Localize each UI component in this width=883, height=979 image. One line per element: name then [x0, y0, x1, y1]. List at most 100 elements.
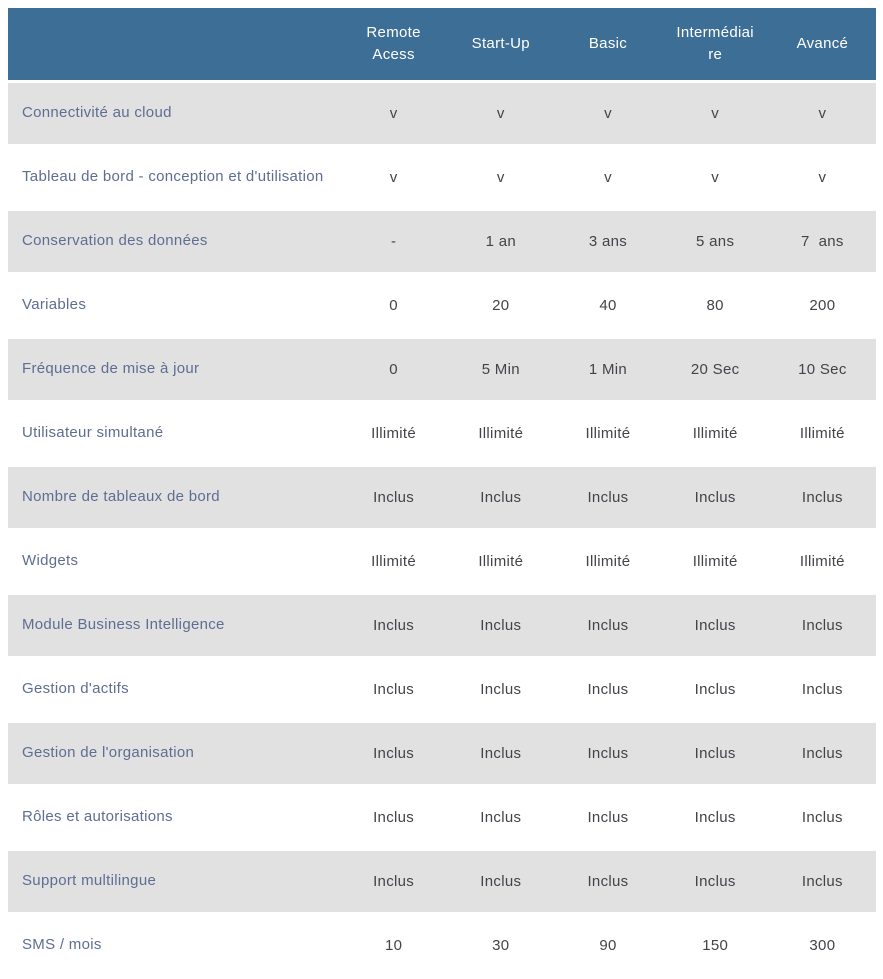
plan-column-header: Basic — [554, 8, 662, 80]
plan-value-cell: Illimité — [768, 403, 876, 464]
plan-value-cell: Inclus — [447, 787, 555, 848]
plan-value-cell: Illimité — [340, 531, 448, 592]
plan-value-cell: 5 Min — [447, 339, 555, 400]
table-row: Tableau de bord - conception et d'utilis… — [8, 147, 876, 208]
table-row: Conservation des données -1 an 3 ans 5 ans 7… — [8, 211, 876, 272]
plan-value-cell: Inclus — [768, 787, 876, 848]
feature-label: SMS / mois — [8, 915, 340, 976]
plan-value-cell: 0 — [340, 275, 448, 336]
plan-value-cell: Inclus — [554, 467, 662, 528]
plan-value-cell: v — [768, 147, 876, 208]
plan-value-cell: Illimité — [340, 403, 448, 464]
plan-value-cell: Inclus — [661, 723, 769, 784]
plan-value-cell: Inclus — [554, 851, 662, 912]
feature-label: Rôles et autorisations — [8, 787, 340, 848]
plan-value-cell: Inclus — [768, 595, 876, 656]
plan-value-cell: Inclus — [340, 787, 448, 848]
plan-value-cell: Inclus — [661, 467, 769, 528]
plan-value-cell: Inclus — [554, 595, 662, 656]
table-row: Variables 0 20 40 80 200 — [8, 275, 876, 336]
table-row: Gestion d'actifs Inclus Inclus Inclus Inclus… — [8, 659, 876, 720]
feature-label: Module Business Intelligence — [8, 595, 340, 656]
plan-value-cell: Inclus — [447, 723, 555, 784]
plan-value-cell: 1 an — [447, 211, 555, 272]
plan-column-header: Intermédiaire — [661, 8, 769, 80]
plan-value-cell: Inclus — [340, 851, 448, 912]
plan-value-cell: 20 Sec — [661, 339, 769, 400]
plan-value-cell: 20 — [447, 275, 555, 336]
plan-value-cell: Inclus — [554, 723, 662, 784]
feature-label: Tableau de bord - conception et d'utilis… — [8, 147, 340, 208]
plan-value-cell: Inclus — [661, 595, 769, 656]
feature-label: Conservation des données — [8, 211, 340, 272]
plan-value-cell: Illimité — [554, 531, 662, 592]
feature-label: Widgets — [8, 531, 340, 592]
plan-value-cell: Inclus — [554, 787, 662, 848]
plan-value-cell: Inclus — [447, 851, 555, 912]
plan-value-cell: 150 — [661, 915, 769, 976]
plan-value-cell: 0 — [340, 339, 448, 400]
feature-label: Support multilingue — [8, 851, 340, 912]
plan-value-cell: v — [768, 83, 876, 144]
table-row: Support multilingue Inclus Inclus Inclus Inc… — [8, 851, 876, 912]
plan-value-cell: Illimité — [554, 403, 662, 464]
feature-label: Fréquence de mise à jour — [8, 339, 340, 400]
table-row: Module Business Intelligence Inclus Inclus… — [8, 595, 876, 656]
table-row: Fréquence de mise à jour 0 5 Min 1 Min 20 Se… — [8, 339, 876, 400]
plan-header-row: Remote Acess Start-Up Basic Intermédiaire Av… — [8, 8, 876, 80]
feature-label: Variables — [8, 275, 340, 336]
plan-value-cell: v — [661, 147, 769, 208]
feature-label: Nombre de tableaux de bord — [8, 467, 340, 528]
table-row: Nombre de tableaux de bord Inclus Inclus In… — [8, 467, 876, 528]
pricing-table-body: Connectivité au cloud v v v v v Tableau de bor… — [8, 83, 876, 976]
plan-column-header: Start-Up — [447, 8, 555, 80]
plan-value-cell: Illimité — [768, 531, 876, 592]
plan-value-cell: v — [554, 147, 662, 208]
plan-value-cell: Inclus — [340, 595, 448, 656]
plan-value-cell: Inclus — [447, 659, 555, 720]
plan-value-cell: Inclus — [554, 659, 662, 720]
pricing-table: Remote Acess Start-Up Basic Intermédiaire Av… — [8, 5, 876, 979]
table-row: Rôles et autorisations Inclus Inclus Inclus… — [8, 787, 876, 848]
plan-column-header: Remote Acess — [340, 8, 448, 80]
plan-value-cell: 30 — [447, 915, 555, 976]
plan-value-cell: Inclus — [447, 595, 555, 656]
plan-value-cell: 300 — [768, 915, 876, 976]
plan-value-cell: v — [340, 147, 448, 208]
plan-value-cell: Illimité — [447, 403, 555, 464]
plan-value-cell: Inclus — [340, 659, 448, 720]
feature-label: Gestion d'actifs — [8, 659, 340, 720]
plan-value-cell: v — [447, 147, 555, 208]
plan-value-cell: v — [340, 83, 448, 144]
plan-value-cell: 3 ans — [554, 211, 662, 272]
plan-value-cell: Inclus — [661, 787, 769, 848]
plan-value-cell: Inclus — [661, 851, 769, 912]
plan-value-cell: Inclus — [447, 467, 555, 528]
plan-value-cell: Inclus — [768, 467, 876, 528]
table-row: Gestion de l'organisation Inclus Inclus Inc… — [8, 723, 876, 784]
plan-value-cell: Illimité — [661, 403, 769, 464]
table-row: Widgets Illimité Illimité Illimité Illimité I… — [8, 531, 876, 592]
plan-value-cell: Inclus — [661, 659, 769, 720]
table-row: SMS / mois 10 30 90 150 300 — [8, 915, 876, 976]
plan-value-cell: Inclus — [768, 851, 876, 912]
feature-label: Gestion de l'organisation — [8, 723, 340, 784]
pricing-table-header: Remote Acess Start-Up Basic Intermédiaire Av… — [8, 8, 876, 80]
feature-label: Utilisateur simultané — [8, 403, 340, 464]
plan-value-cell: 1 Min — [554, 339, 662, 400]
table-row: Connectivité au cloud v v v v v — [8, 83, 876, 144]
plan-value-cell: v — [447, 83, 555, 144]
plan-value-cell: Inclus — [340, 467, 448, 528]
plan-value-cell: 7 ans — [768, 211, 876, 272]
plan-value-cell: 40 — [554, 275, 662, 336]
plan-value-cell: 5 ans — [661, 211, 769, 272]
plan-value-cell: 90 — [554, 915, 662, 976]
plan-value-cell: Inclus — [768, 659, 876, 720]
plan-value-cell: 80 — [661, 275, 769, 336]
feature-column-header — [8, 8, 340, 80]
plan-value-cell: v — [554, 83, 662, 144]
feature-label: Connectivité au cloud — [8, 83, 340, 144]
table-row: Utilisateur simultané Illimité Illimité Ill… — [8, 403, 876, 464]
plan-value-cell: 10 — [340, 915, 448, 976]
